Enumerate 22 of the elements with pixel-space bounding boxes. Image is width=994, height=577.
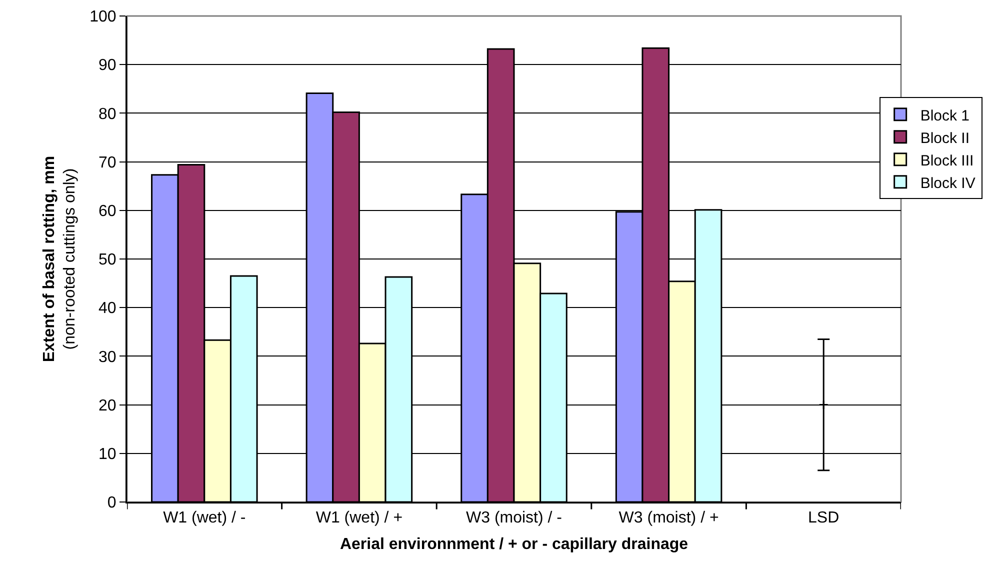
y-tick-label: 80 <box>98 106 116 123</box>
y-tick-label: 90 <box>98 57 116 74</box>
legend-label: Block II <box>920 130 970 147</box>
y-tick-label: 40 <box>98 300 116 318</box>
y-axis-title: Extent of basal rotting, mm (non-rooted cuttings only) <box>40 156 79 362</box>
x-tick-label: LSD <box>808 510 840 527</box>
x-axis-title: Aerial environnment / + or - capillary drainage <box>340 536 688 554</box>
legend-label: Block IV <box>920 174 976 192</box>
y-tick-label: 60 <box>98 203 116 220</box>
x-tick-label: W3 (moist) / + <box>618 510 719 527</box>
y-tick-label: 20 <box>98 397 116 414</box>
y-tick-label: 10 <box>98 446 116 463</box>
legend-label: Block III <box>920 152 974 170</box>
y-tick-label: 50 <box>98 252 116 269</box>
legend-label: Block 1 <box>920 107 970 124</box>
y-tick-label: 100 <box>90 8 116 26</box>
x-tick-label: W1 (wet) / - <box>163 510 246 527</box>
x-tick-label: W3 (moist) / - <box>466 510 562 527</box>
y-tick-label: 70 <box>98 154 116 172</box>
x-tick-label: W1 (wet) / + <box>316 510 403 527</box>
y-tick-label: 0 <box>107 494 116 512</box>
y-tick-label: 30 <box>98 348 116 366</box>
